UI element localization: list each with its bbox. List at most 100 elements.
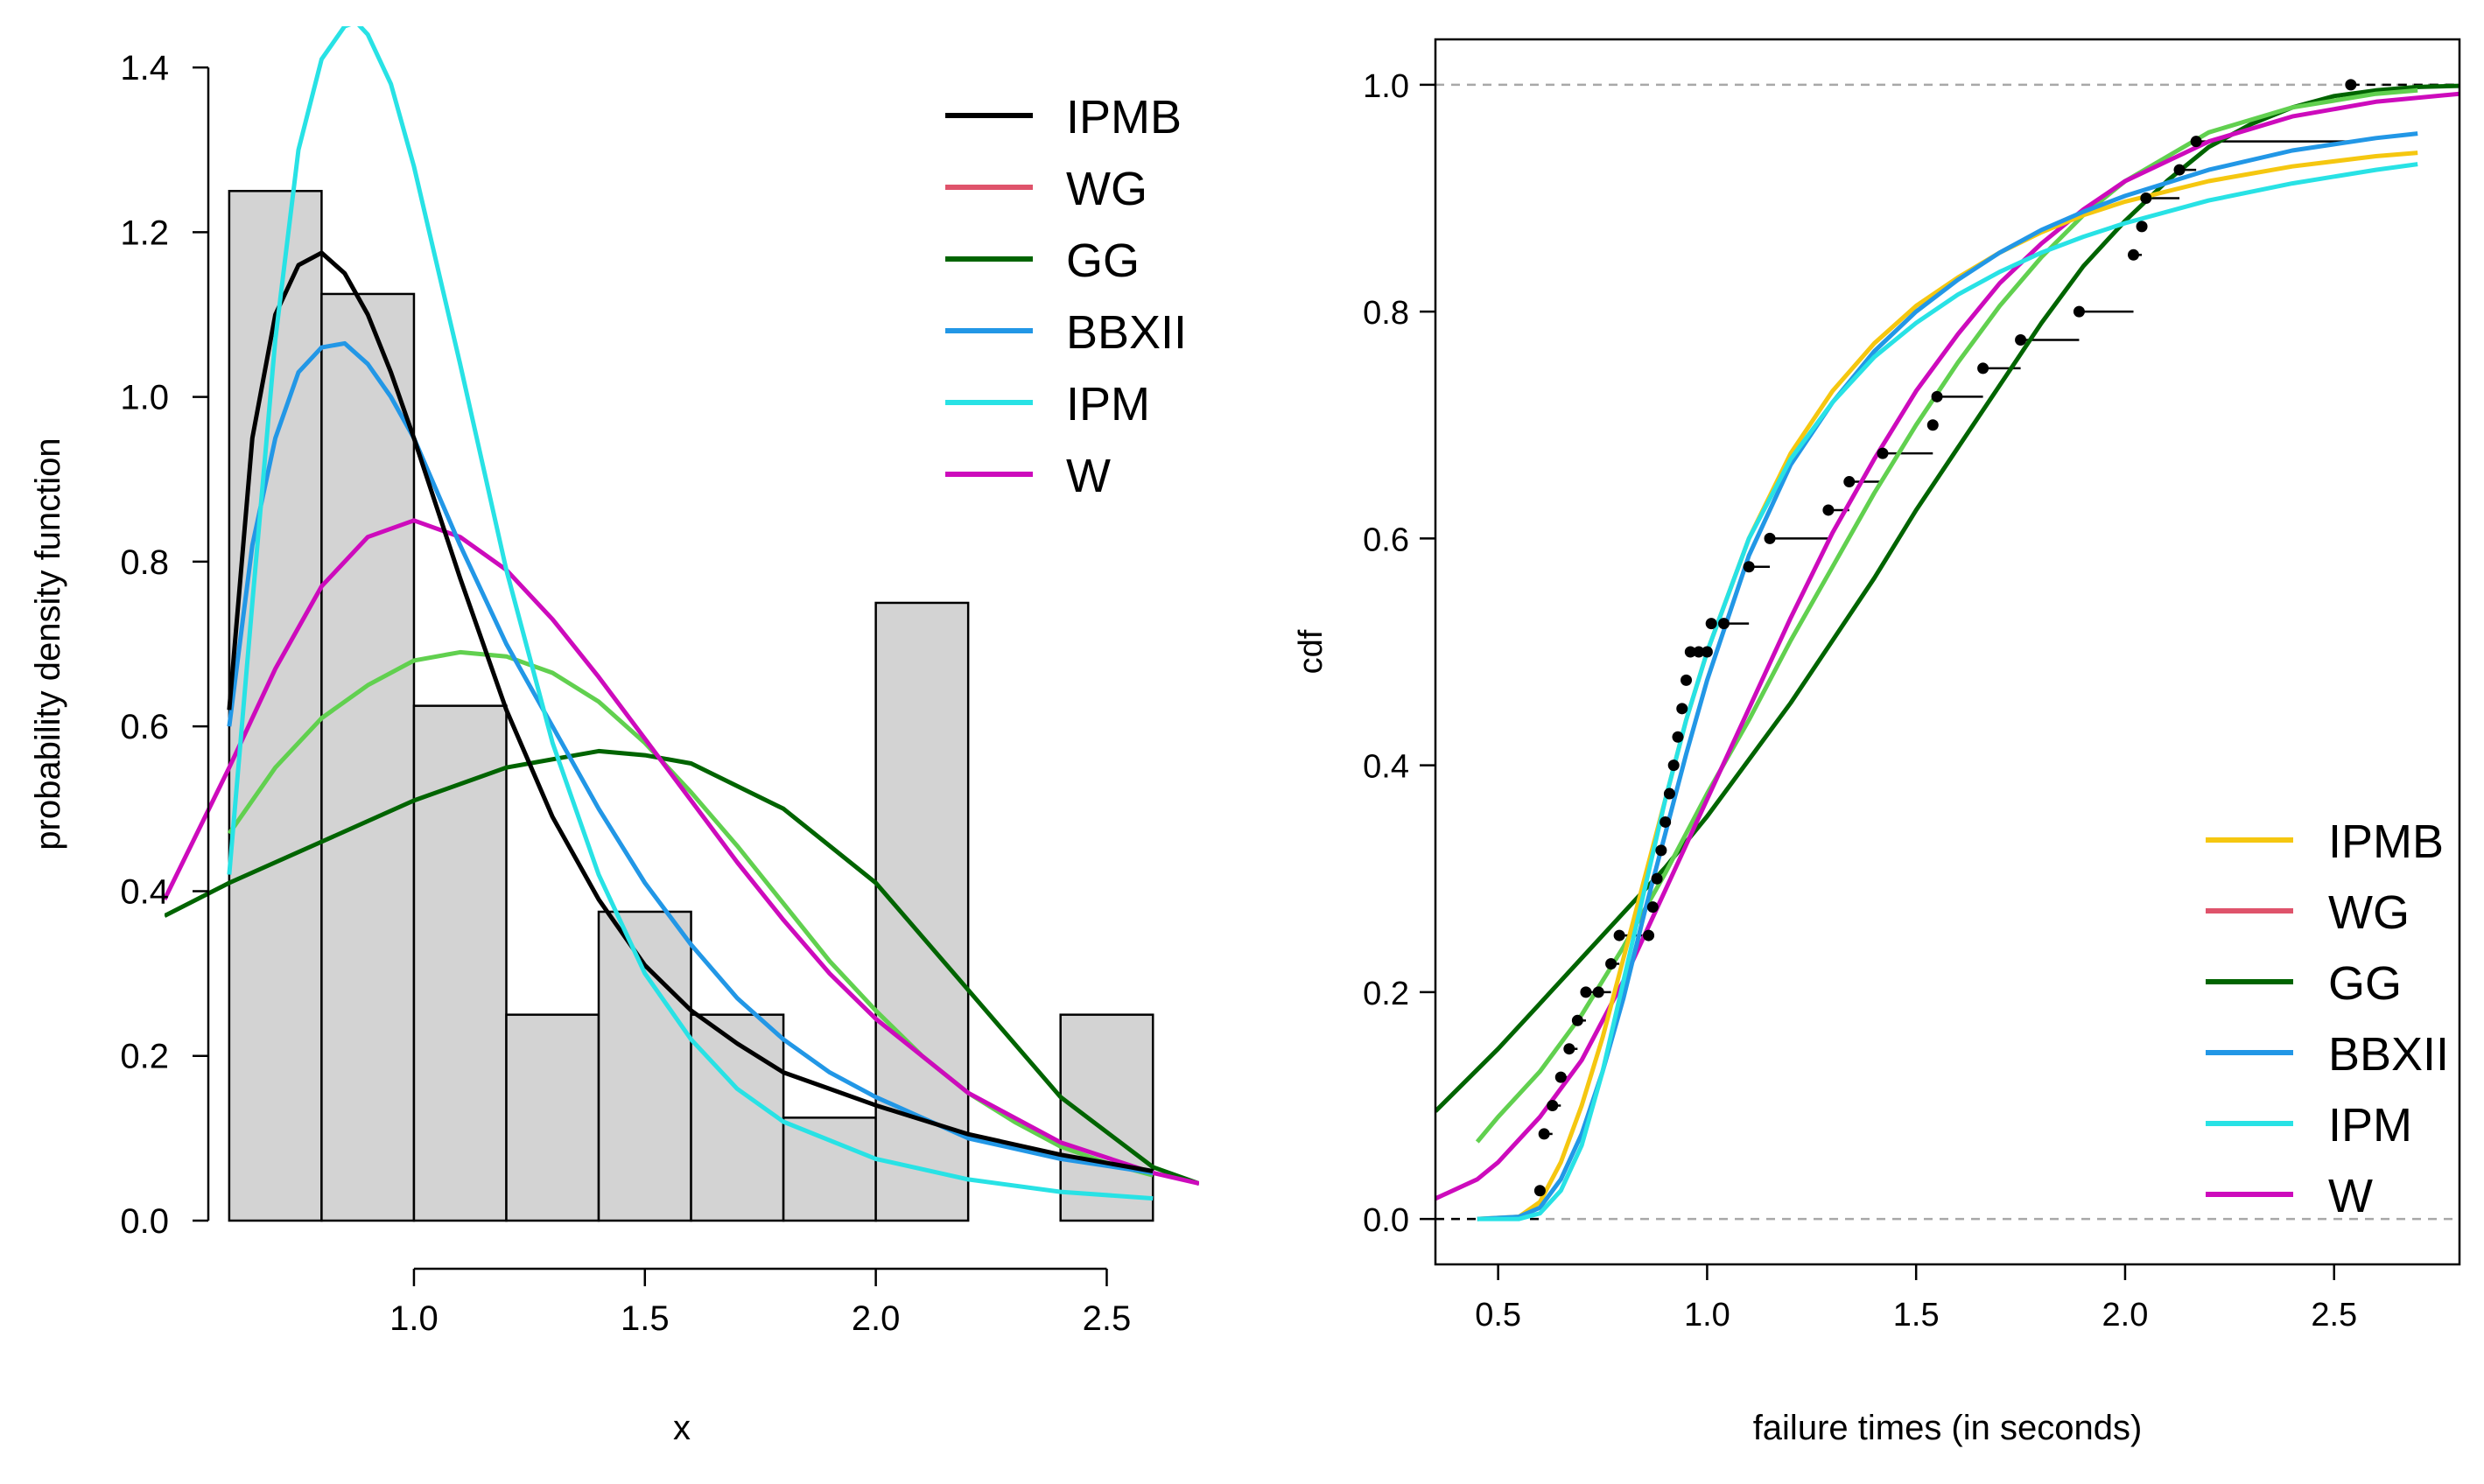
y-tick-label-2: 0.4 <box>1363 749 1409 786</box>
legend-label-gg: GG <box>2328 957 2402 1010</box>
legend-label-gg: GG <box>1066 234 1140 287</box>
density-curve-gg <box>165 748 1199 1186</box>
ecdf-point-4 <box>1563 1043 1575 1055</box>
ecdf-point-39 <box>2190 136 2202 148</box>
ecdf-point-24 <box>1718 618 1730 630</box>
histogram-bar-2 <box>412 704 508 1222</box>
ecdf-point-22 <box>1701 646 1713 658</box>
y-tick-label-5: 1.0 <box>1363 68 1409 105</box>
ecdf-point-21 <box>1693 646 1705 658</box>
ecdf-point-0 <box>1533 1185 1546 1197</box>
x-tick-label-0: 1.0 <box>389 1299 439 1338</box>
legend-label-wg: WG <box>1066 163 1147 215</box>
histogram-bar-4 <box>597 910 692 1222</box>
cdf-curve-gg <box>1435 83 2459 1113</box>
ecdf-point-20 <box>1684 646 1696 658</box>
y-axis-title: cdf <box>1293 629 1330 674</box>
y-tick-label-4: 0.8 <box>120 543 169 582</box>
legend-label-ipmb: IPMB <box>1066 91 1182 144</box>
x-tick-label-3: 2.0 <box>2102 1297 2149 1334</box>
x-tick-label-4: 2.5 <box>2311 1297 2357 1334</box>
legend-label-bbxii: BBXII <box>2328 1028 2449 1081</box>
ecdf-point-2 <box>1547 1100 1559 1112</box>
histogram-bar-6 <box>782 1116 877 1222</box>
histogram-bar-9 <box>1059 1013 1154 1222</box>
y-tick-label-0: 0.0 <box>1363 1202 1409 1239</box>
ecdf-point-12 <box>1651 872 1663 885</box>
y-tick-label-2: 0.4 <box>120 872 169 911</box>
cdf-panel: 0.0 0.2 0.4 0.6 0.8 1.0 cdf 0.5 1.0 1.5 2.0 2.5 fail… <box>1293 38 2461 1447</box>
y-tick-label-4: 0.8 <box>1363 295 1409 332</box>
y-axis-title: probability density function <box>29 438 67 850</box>
y-tick-label-3: 0.6 <box>1363 522 1409 558</box>
density-curve-ipm <box>227 26 1154 1201</box>
cdf-curve-ipm <box>1477 162 2418 1222</box>
ecdf-point-10 <box>1643 929 1655 942</box>
legend-label-wg: WG <box>2328 886 2410 939</box>
x-axis: 1.0 1.5 2.0 2.5 x <box>389 1267 1131 1447</box>
y-tick-label-3: 0.6 <box>120 708 169 746</box>
ecdf-point-7 <box>1592 986 1604 998</box>
ecdf-point-30 <box>1926 419 1939 431</box>
cdf-curves <box>1435 83 2459 1222</box>
x-tick-label-1: 1.0 <box>1684 1297 1730 1334</box>
ecdf-point-33 <box>2015 334 2027 346</box>
legend-label-ipm: IPM <box>2328 1099 2412 1152</box>
histogram-bar-5 <box>690 1013 785 1222</box>
ecdf-point-34 <box>2073 305 2085 318</box>
ecdf-point-35 <box>2128 248 2140 261</box>
density-curve-w <box>165 518 1199 1186</box>
ecdf-point-40 <box>2345 79 2357 91</box>
x-tick-label-0: 0.5 <box>1475 1297 1521 1334</box>
ecdf-point-32 <box>1977 362 1989 374</box>
ecdf-point-27 <box>1822 504 1835 516</box>
histogram-bar-1 <box>320 292 416 1222</box>
ecdf-point-17 <box>1672 731 1684 743</box>
ecdf-point-8 <box>1605 957 1617 970</box>
legend-label-w: W <box>2328 1170 2373 1222</box>
ecdf-point-14 <box>1660 816 1672 828</box>
y-tick-label-0: 0.0 <box>120 1202 169 1241</box>
ecdf-point-16 <box>1667 760 1680 772</box>
y-tick-label-5: 1.0 <box>120 379 169 417</box>
ecdf-point-29 <box>1877 447 1889 459</box>
ecdf-point-15 <box>1663 788 1675 800</box>
legend-label-ipmb: IPMB <box>2328 816 2444 868</box>
legend-label-bbxii: BBXII <box>1066 306 1187 359</box>
density-curve-ipmb <box>227 250 1154 1173</box>
ecdf-point-23 <box>1705 618 1717 630</box>
ecdf-point-31 <box>1931 390 1943 402</box>
ecdf-point-18 <box>1676 703 1688 715</box>
y-tick-label-6: 1.2 <box>120 214 169 252</box>
y-axis: 0.0 0.2 0.4 0.6 0.8 1.0 cdf <box>1293 68 1435 1239</box>
ecdf-point-19 <box>1681 674 1693 686</box>
cdf-curve-ipmb <box>1477 150 2418 1222</box>
y-tick-label-1: 0.2 <box>1363 976 1409 1012</box>
cdf-curve-bbxii <box>1477 131 2418 1222</box>
ecdf-point-3 <box>1554 1071 1567 1083</box>
x-axis: 0.5 1.0 1.5 2.0 2.5 failure times (in seconds… <box>1475 1264 2357 1447</box>
ecdf-point-28 <box>1843 476 1856 488</box>
ecdf-point-25 <box>1743 561 1755 573</box>
ecdf-point-9 <box>1613 929 1625 942</box>
x-tick-label-1: 1.5 <box>621 1299 670 1338</box>
plot-frame <box>1434 38 2461 1266</box>
cdf-curve-w <box>1435 91 2459 1201</box>
density-curves <box>165 26 1199 1201</box>
histogram-bar-3 <box>505 1013 600 1222</box>
ecdf-point-6 <box>1580 986 1592 998</box>
ecdf-point-36 <box>2136 220 2148 233</box>
legend-label-ipm: IPM <box>1066 378 1150 430</box>
y-tick-label-7: 1.4 <box>120 49 169 88</box>
x-tick-label-2: 1.5 <box>1893 1297 1940 1334</box>
density-curve-bbxii <box>227 340 1154 1175</box>
ecdf-point-5 <box>1571 1014 1583 1026</box>
y-tick-label-1: 0.2 <box>120 1038 169 1076</box>
legend: IPMB WG GG BBXII IPM W <box>2206 816 2449 1222</box>
density-curve-wg <box>227 649 1154 1178</box>
ecdf-point-26 <box>1764 532 1776 544</box>
ecdf-point-37 <box>2140 192 2152 204</box>
ecdf-point-13 <box>1655 844 1667 857</box>
ecdf-point-38 <box>2173 164 2186 176</box>
